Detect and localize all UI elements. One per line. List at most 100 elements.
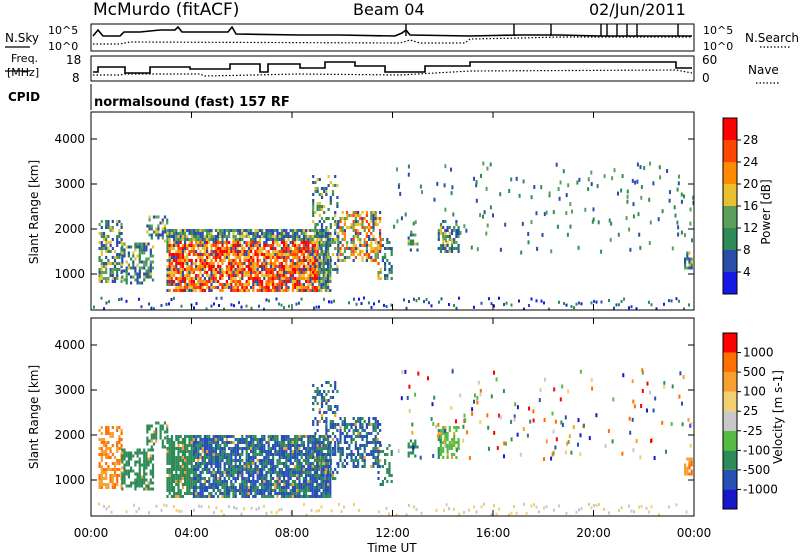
echo-cell [368, 223, 371, 226]
echo-cell [312, 423, 315, 426]
echo-cell [197, 265, 200, 268]
echo-cell [184, 444, 187, 447]
echo-cell [283, 477, 286, 480]
echo-cell [690, 457, 693, 461]
echo-cell [192, 486, 195, 489]
echo-cell [307, 462, 310, 465]
echo-cell [228, 468, 231, 471]
echo-cell [177, 483, 180, 486]
echo-cell [269, 453, 272, 456]
echo-cell [197, 229, 200, 232]
echo-cell [444, 232, 447, 235]
echo-cell [121, 448, 124, 452]
echo-cell [267, 459, 270, 462]
echo-cell [190, 265, 193, 268]
echo-cell [168, 268, 171, 271]
echo-cell [181, 277, 184, 280]
echo-cell [437, 229, 440, 232]
echo-cell [289, 253, 292, 256]
echo-cell [121, 457, 124, 461]
echo-cell [307, 480, 310, 483]
echo-cell [276, 265, 279, 268]
echo-cell [121, 478, 124, 482]
echo-cell [300, 259, 303, 262]
echo-cell [314, 390, 317, 393]
echo-cell [221, 289, 224, 292]
echo-cell [291, 289, 294, 292]
echo-cell [245, 253, 248, 256]
echo-cell [274, 435, 277, 438]
echo-cell [206, 262, 209, 265]
echo-cell [136, 272, 139, 276]
echo-cell [105, 268, 108, 271]
echo-cell [186, 483, 189, 486]
echo-cell [175, 471, 178, 474]
echo-cell [329, 426, 332, 429]
echo-cell [247, 456, 250, 459]
echo-cell [482, 161, 485, 166]
echo-cell [274, 447, 277, 450]
echo-cell [228, 441, 231, 444]
echo-cell [488, 297, 490, 301]
echo-cell [232, 477, 235, 480]
echo-cell [230, 489, 233, 492]
echo-cell [629, 430, 632, 435]
echo-cell [666, 169, 669, 173]
echo-cell [361, 465, 364, 468]
echo-cell [370, 450, 373, 453]
echo-cell [212, 447, 215, 450]
echo-cell [443, 439, 446, 444]
echo-cell [445, 238, 447, 243]
echo-cell [280, 468, 283, 471]
echo-cell [276, 244, 279, 247]
echo-cell [223, 256, 226, 259]
echo-cell [316, 271, 319, 274]
echo-cell [272, 268, 275, 271]
echo-cell [265, 456, 268, 459]
echo-cell [105, 280, 108, 283]
echo-cell [444, 207, 447, 212]
echo-cell [170, 495, 173, 498]
echo-cell [276, 235, 279, 238]
echo-cell [372, 235, 375, 238]
echo-cell [143, 469, 146, 473]
echo-cell [307, 241, 310, 244]
echo-cell [254, 453, 257, 456]
echo-cell [138, 460, 141, 464]
echo-cell [109, 435, 112, 438]
echo-cell [140, 251, 144, 255]
echo-cell [208, 444, 211, 447]
echo-cell [309, 435, 312, 438]
echo-cell [350, 226, 353, 229]
echo-cell [173, 232, 176, 235]
echo-cell [359, 214, 362, 217]
echo-cell [325, 447, 328, 450]
echo-cell [346, 247, 349, 250]
echo-cell [329, 423, 332, 426]
echo-cell [450, 444, 454, 447]
echo-cell [327, 235, 330, 238]
echo-cell [177, 486, 180, 489]
echo-cell [219, 477, 222, 480]
echo-cell [166, 283, 169, 286]
echo-cell [241, 265, 244, 268]
echo-cell [201, 235, 204, 238]
echo-cell [161, 221, 164, 225]
echo-cell [341, 447, 344, 450]
echo-cell [543, 457, 545, 462]
echo-cell [121, 242, 124, 246]
echo-cell [228, 447, 231, 450]
echo-cell [118, 447, 121, 450]
echo-cell [221, 450, 224, 453]
echo-cell [307, 256, 310, 259]
echo-cell [325, 381, 328, 384]
echo-cell [312, 181, 315, 184]
echo-cell [113, 468, 117, 471]
echo-cell [241, 286, 244, 289]
echo-cell [486, 223, 489, 228]
echo-cell [307, 465, 310, 468]
echo-cell [318, 435, 321, 438]
echo-cell [219, 489, 222, 492]
echo-cell [686, 466, 689, 470]
echo-cell [203, 441, 206, 444]
